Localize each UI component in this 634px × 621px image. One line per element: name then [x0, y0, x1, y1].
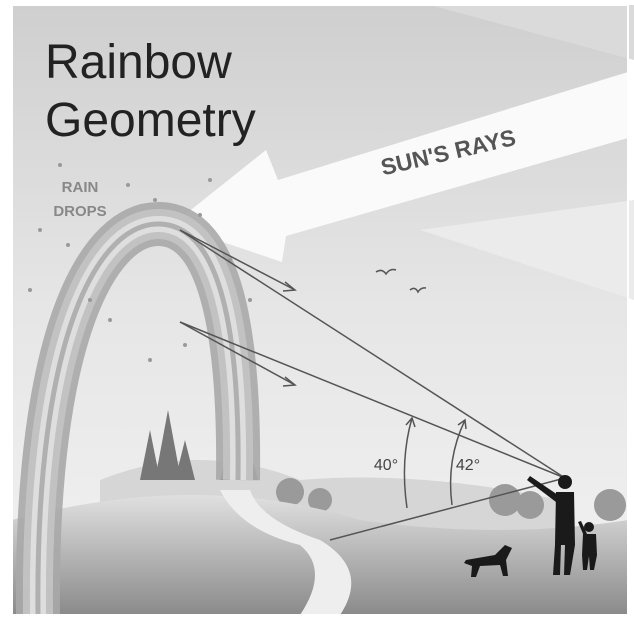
- angle-label: 40°: [374, 457, 398, 474]
- title-line: Geometry: [45, 94, 256, 147]
- illustration: SUN'S RAYS Rainbow Geometry RAIN DROPS: [0, 0, 634, 621]
- title-line: Rainbow: [45, 36, 232, 89]
- rain-label: DROPS: [53, 203, 106, 220]
- rain-label: RAIN: [62, 179, 99, 196]
- page: SUN'S RAYS Rainbow Geometry RAIN DROPS: [0, 0, 634, 621]
- angle-label: 42°: [456, 457, 480, 474]
